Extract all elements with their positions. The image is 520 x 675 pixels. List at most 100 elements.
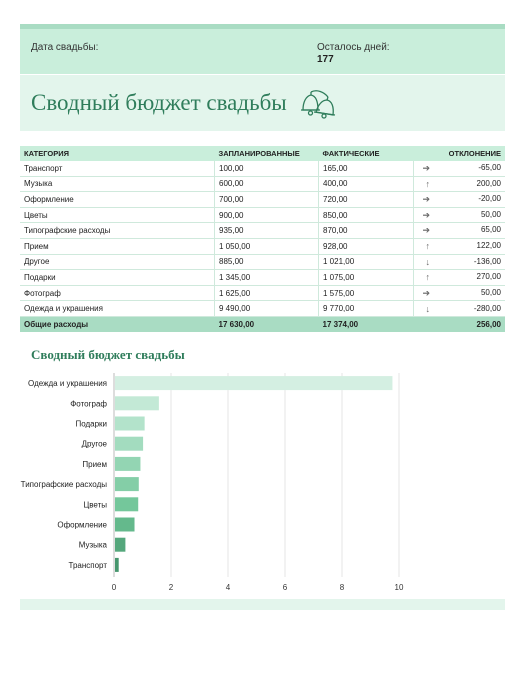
cell-diff-value: 122,00 [476, 241, 501, 251]
days-left-value: 177 [317, 54, 334, 65]
category-label: Другое [82, 440, 108, 449]
cell-planned: 1 050,00 [214, 238, 319, 255]
cell-category: Типографские расходы [20, 222, 215, 239]
cell-category: Подарки [20, 269, 215, 286]
x-tick-label: 6 [283, 583, 288, 592]
cell-planned: 935,00 [214, 222, 319, 239]
budget-table: КАТЕГОРИЯ ЗАПЛАНИРОВАННЫЕ ФАКТИЧЕСКИЕ ОТ… [20, 146, 505, 332]
cell-diff-value: 200,00 [476, 178, 501, 188]
x-tick-label: 8 [340, 583, 345, 592]
cell-category: Прием [20, 238, 215, 255]
category-label: Транспорт [69, 561, 108, 570]
header-category: КАТЕГОРИЯ [20, 146, 215, 161]
total-row: Общие расходы 17 630,00 17 374,00 256,00 [20, 316, 505, 332]
total-actual: 17 374,00 [318, 316, 414, 332]
x-tick-label: 0 [112, 583, 117, 592]
category-label: Одежда и украшения [28, 379, 107, 388]
table-row: Прием 1 050,00 928,00 ↑ 122,00 [20, 238, 505, 255]
table-row: Фотограф 1 625,00 1 575,00 ➔ 50,00 [20, 285, 505, 302]
cell-diff-value: 50,00 [480, 287, 501, 297]
total-planned: 17 630,00 [214, 316, 319, 332]
table-row: Одежда и украшения 9 490,00 9 770,00 ↓ -280,… [20, 300, 505, 317]
table-header-row: КАТЕГОРИЯ ЗАПЛАНИРОВАННЫЕ ФАКТИЧЕСКИЕ ОТ… [20, 146, 505, 161]
cell-actual: 1 575,00 [318, 285, 414, 302]
table-row: Подарки 1 345,00 1 075,00 ↑ 270,00 [20, 269, 505, 286]
table-row: Оформление 700,00 720,00 ➔ -20,00 [20, 191, 505, 208]
cell-diff-value: -20,00 [478, 193, 501, 203]
cell-diff-value: -65,00 [478, 162, 501, 172]
bar [115, 456, 141, 471]
header-diff: ОТКЛОНЕНИЕ [413, 146, 505, 161]
right-arrow-icon: ➔ [422, 162, 430, 173]
cell-diff: ↑ 270,00 [413, 269, 505, 286]
top-accent-strip [20, 24, 505, 29]
cell-category: Одежда и украшения [20, 300, 215, 317]
category-label: Типографские расходы [21, 480, 108, 489]
cell-diff: ➔ -20,00 [413, 191, 505, 208]
cell-actual: 165,00 [318, 161, 414, 177]
cell-category: Фотограф [20, 285, 215, 302]
cell-actual: 1 021,00 [318, 254, 414, 271]
cell-category: Музыка [20, 176, 215, 193]
cell-diff: ↑ 122,00 [413, 238, 505, 255]
wedding-date-label: Дата свадьбы: [31, 42, 99, 53]
cell-planned: 100,00 [214, 161, 319, 177]
category-label: Цветы [83, 500, 107, 509]
table-row: Музыка 600,00 400,00 ↑ 200,00 [20, 176, 505, 193]
category-label: Подарки [75, 420, 107, 429]
days-left-label: Осталось дней: [317, 42, 390, 53]
cell-diff: ➔ 50,00 [413, 285, 505, 302]
right-arrow-icon: ➔ [422, 193, 430, 204]
title-bar: Сводный бюджет свадьбы [20, 75, 505, 131]
cell-category: Другое [20, 254, 215, 271]
total-label: Общие расходы [20, 316, 215, 332]
cell-planned: 600,00 [214, 176, 319, 193]
category-label: Фотограф [70, 399, 107, 408]
cell-planned: 9 490,00 [214, 300, 319, 317]
up-arrow-icon: ↑ [425, 272, 431, 283]
cell-actual: 400,00 [318, 176, 414, 193]
page-title: Сводный бюджет свадьбы [31, 90, 287, 115]
cell-diff: ↑ 200,00 [413, 176, 505, 193]
cell-planned: 885,00 [214, 254, 319, 271]
x-tick-label: 10 [395, 583, 404, 592]
cell-diff-value: -136,00 [473, 256, 501, 266]
cell-planned: 1 345,00 [214, 269, 319, 286]
bar [115, 416, 145, 431]
cell-actual: 928,00 [318, 238, 414, 255]
header-actual: ФАКТИЧЕСКИЕ [318, 146, 414, 161]
header-planned: ЗАПЛАНИРОВАННЫЕ [214, 146, 319, 161]
table-row: Цветы 900,00 850,00 ➔ 50,00 [20, 207, 505, 224]
budget-bar-chart: 0 2 4 6 8 10 Одежда и украшения Фотограф Подарки… [21, 373, 404, 592]
cell-diff-value: 65,00 [480, 225, 501, 235]
cell-diff: ➔ 50,00 [413, 207, 505, 224]
cell-actual: 850,00 [318, 207, 414, 224]
x-tick-label: 4 [226, 583, 231, 592]
bar [115, 477, 139, 492]
bar [115, 376, 393, 391]
footer-bar [20, 599, 505, 610]
cell-planned: 900,00 [214, 207, 319, 224]
cell-category: Оформление [20, 191, 215, 208]
total-diff: 256,00 [413, 316, 505, 332]
cell-actual: 9 770,00 [318, 300, 414, 317]
right-arrow-icon: ➔ [422, 209, 430, 220]
category-label: Прием [82, 460, 107, 469]
table-row: Другое 885,00 1 021,00 ↓ -136,00 [20, 254, 505, 271]
right-arrow-icon: ➔ [422, 225, 430, 236]
cell-diff: ➔ 65,00 [413, 222, 505, 239]
down-arrow-icon: ↓ [425, 256, 431, 267]
bells-icon [301, 90, 336, 119]
x-tick-label: 2 [169, 583, 174, 592]
cell-actual: 720,00 [318, 191, 414, 208]
up-arrow-icon: ↑ [425, 178, 431, 189]
cell-planned: 1 625,00 [214, 285, 319, 302]
category-label: Музыка [79, 541, 108, 550]
cell-actual: 870,00 [318, 222, 414, 239]
cell-diff: ↓ -280,00 [413, 300, 505, 317]
bar [115, 557, 119, 572]
bar [115, 497, 139, 512]
right-arrow-icon: ➔ [422, 287, 430, 298]
cell-diff-value: 270,00 [476, 272, 501, 282]
cell-planned: 700,00 [214, 191, 319, 208]
